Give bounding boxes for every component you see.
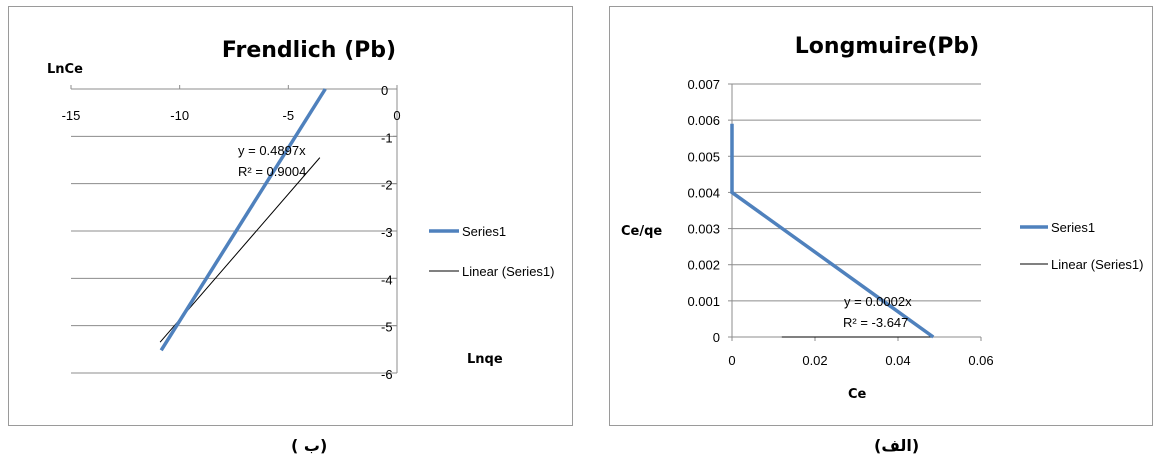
caption-left: ( ب) [291,436,328,455]
x-axis-label: Ce [848,387,867,402]
y-tick-label: 0.002 [687,258,720,273]
y-tick-label: -3 [381,225,393,240]
equation-label: y = 0.0002x [844,294,912,309]
y-tick-label: 0.007 [687,77,720,92]
y-axis-label: LnCe [47,62,83,77]
legend-label-linear: Linear (Series1) [1051,257,1144,272]
series-line [730,123,935,339]
y-tick-label: -1 [381,130,393,145]
y-tick-label: 0 [713,330,720,345]
y-tick-label: 0.004 [687,185,720,200]
y-tick-label: -2 [381,178,393,193]
y-tick-label: 0.005 [687,149,720,164]
chart-title: Frendlich (Pb) [222,38,396,63]
legend-label-linear: Linear (Series1) [462,264,555,279]
r-squared-label: R² = -3.647 [843,315,908,330]
legend-label-series1: Series1 [1051,220,1095,235]
x-tick-label: 0.02 [802,353,827,368]
x-tick-label: -10 [170,108,189,123]
langmuir-chart-svg: 0 0.001 0.002 0.003 0.004 0.005 0.006 0.007 0 0.0… [621,34,1144,402]
equation-label: y = 0.4897x [238,143,306,158]
y-tick-label: -4 [381,272,393,287]
y-tick-label: 0 [381,83,388,98]
y-tick-label: 0.003 [687,222,720,237]
x-tick-label: 0 [728,353,735,368]
x-axis-label: Lnqe [467,352,503,367]
x-tick-label: 0 [393,108,400,123]
y-axis-label: Ce/qe [621,224,662,239]
series-line [159,88,327,352]
chart-title: Longmuire(Pb) [795,34,979,59]
caption-right: (الف) [874,436,920,455]
x-tick-label: -5 [283,108,295,123]
y-tick-label: 0.001 [687,294,720,309]
x-tick-label: 0.04 [885,353,910,368]
x-tick-label: -15 [62,108,81,123]
r-squared-label: R² = 0.9004 [238,164,306,179]
x-tick-label: 0.06 [968,353,993,368]
y-tick-label: 0.006 [687,113,720,128]
langmuir-chart: 0 0.001 0.002 0.003 0.004 0.005 0.006 0.007 0 0.0… [609,6,1153,426]
freundlich-chart: 0 -1 -2 -3 -4 -5 -6 -15 -10 -5 0 Frendlich (Pb) LnCe… [8,6,573,426]
y-tick-label: -6 [381,367,393,382]
legend-label-series1: Series1 [462,224,506,239]
y-tick-label: -5 [381,320,393,335]
